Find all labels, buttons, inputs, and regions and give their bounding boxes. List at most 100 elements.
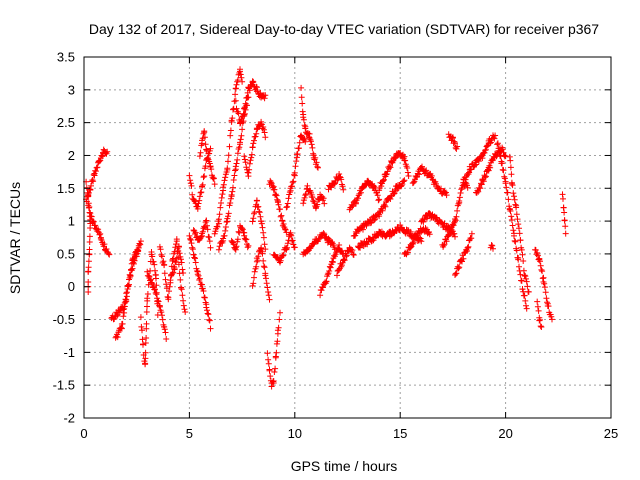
data-point	[128, 266, 135, 273]
data-point	[340, 186, 347, 193]
data-point	[404, 249, 411, 256]
data-point	[511, 196, 518, 203]
data-point	[253, 84, 260, 91]
data-point	[514, 216, 521, 223]
data-point	[252, 133, 259, 140]
data-point	[237, 120, 243, 127]
data-point	[338, 176, 345, 183]
data-series-segment	[186, 232, 214, 332]
data-point	[487, 164, 494, 171]
data-point	[334, 272, 340, 279]
data-point	[537, 316, 543, 323]
data-point	[482, 173, 489, 180]
data-point	[195, 200, 202, 207]
data-point	[315, 164, 321, 171]
data-point	[203, 217, 210, 224]
data-point	[309, 194, 316, 201]
data-point	[177, 276, 184, 283]
data-point	[404, 169, 411, 176]
data-point	[232, 167, 239, 174]
data-point	[239, 225, 246, 232]
data-point	[251, 274, 257, 281]
data-point	[196, 193, 203, 200]
data-point	[288, 232, 295, 239]
data-point	[87, 186, 94, 193]
data-point	[386, 163, 393, 170]
data-point	[336, 242, 343, 248]
data-point	[489, 242, 496, 249]
data-point	[173, 236, 180, 243]
data-point	[178, 286, 185, 293]
data-point	[492, 132, 499, 139]
data-series-segment	[228, 222, 252, 253]
data-series-segment	[532, 246, 555, 323]
data-point	[277, 213, 284, 220]
data-point	[137, 314, 144, 321]
data-point	[200, 174, 207, 181]
data-point	[151, 261, 158, 268]
data-point	[287, 187, 294, 194]
data-point	[234, 156, 241, 163]
data-series-segment	[232, 78, 269, 127]
data-point	[155, 298, 162, 305]
data-point	[121, 309, 128, 316]
data-point	[265, 356, 272, 363]
data-point	[242, 159, 249, 166]
data-point	[454, 143, 461, 150]
data-series-segment	[298, 84, 321, 171]
data-point	[127, 272, 134, 279]
x-tick-label: 20	[498, 426, 512, 441]
x-tick-label: 10	[288, 426, 302, 441]
data-point	[533, 251, 540, 258]
data-point	[300, 200, 307, 207]
data-point	[491, 135, 498, 142]
data-point	[308, 243, 314, 250]
data-point	[261, 241, 268, 248]
data-point	[161, 262, 168, 269]
data-point	[327, 264, 334, 271]
data-point	[239, 126, 246, 133]
data-point	[241, 153, 248, 160]
data-point	[196, 275, 203, 282]
data-point	[226, 143, 233, 150]
data-point	[234, 236, 241, 243]
data-point	[262, 270, 269, 277]
data-point	[232, 85, 239, 92]
data-point	[523, 302, 529, 309]
data-point	[254, 257, 261, 264]
data-point	[375, 197, 382, 204]
data-point	[128, 260, 135, 267]
data-point	[189, 191, 196, 198]
data-point	[455, 265, 462, 272]
data-point	[171, 265, 178, 272]
data-point	[423, 215, 430, 222]
data-point	[152, 286, 158, 293]
data-point	[541, 280, 548, 287]
data-point	[326, 268, 333, 274]
y-tick-label: 1	[68, 214, 75, 229]
data-point	[317, 292, 324, 299]
data-point	[561, 217, 568, 224]
data-point	[260, 263, 267, 270]
data-point	[158, 309, 165, 316]
y-tick-label: 3.5	[57, 50, 75, 65]
data-point	[216, 243, 223, 250]
data-point	[222, 224, 229, 230]
y-tick-label: 0	[68, 279, 75, 294]
data-point	[507, 164, 514, 171]
data-point	[253, 130, 260, 137]
data-point	[166, 283, 173, 290]
data-point	[165, 294, 172, 301]
data-point	[175, 243, 182, 250]
data-point	[264, 350, 271, 357]
data-point	[507, 157, 514, 164]
data-point	[296, 145, 302, 152]
data-point	[147, 276, 154, 283]
data-point	[253, 197, 260, 204]
data-point	[409, 241, 416, 247]
data-point	[221, 177, 228, 184]
data-point	[381, 176, 387, 183]
data-point	[265, 292, 272, 299]
data-series-segment	[376, 150, 412, 194]
